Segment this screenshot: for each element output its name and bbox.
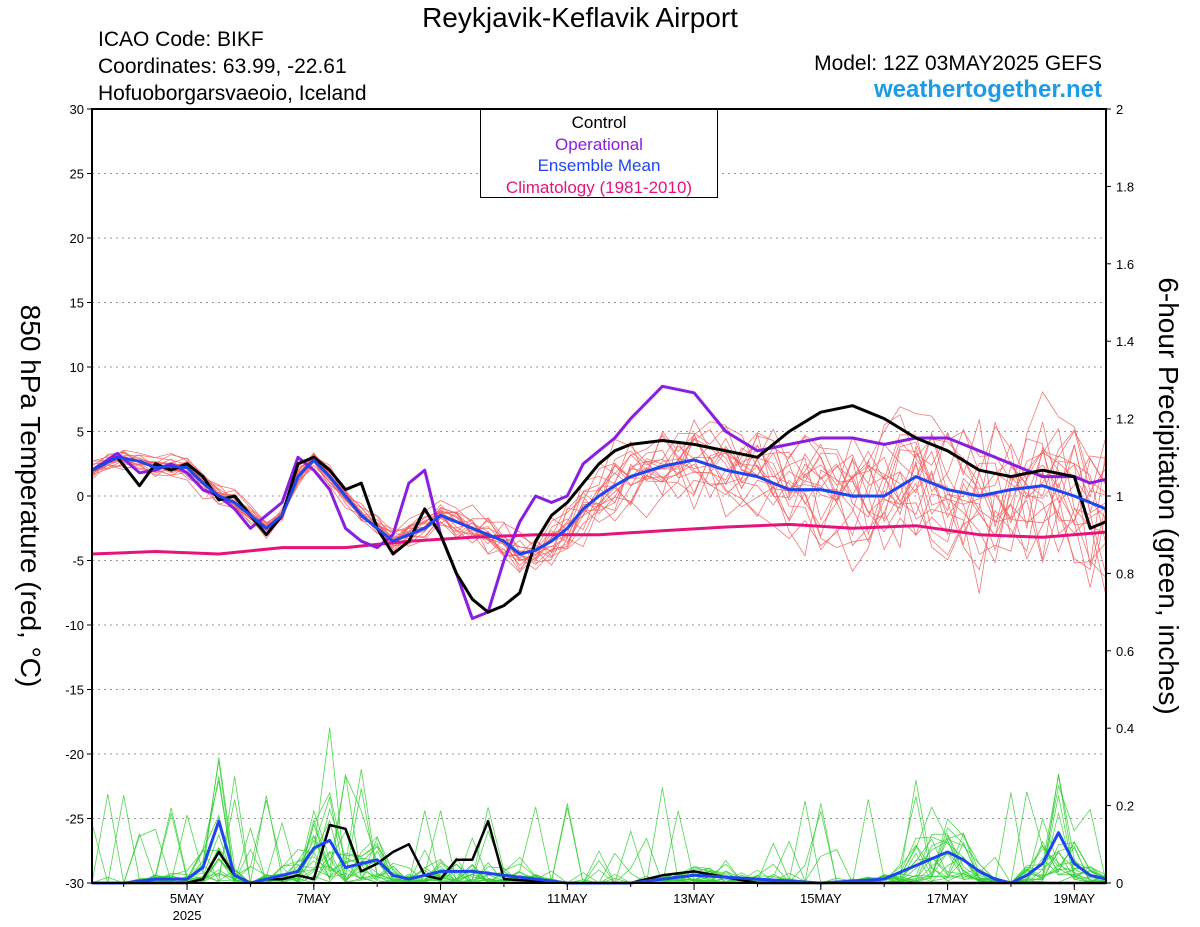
precipitation-member-line xyxy=(92,774,1107,884)
left-tick-label: 5 xyxy=(77,425,84,440)
model-info: Model: 12Z 03MAY2025 GEFS xyxy=(814,52,1102,75)
operational-temp-line xyxy=(91,384,1107,620)
left-tick-label: -10 xyxy=(65,618,84,633)
x-tick-label: 7MAY xyxy=(297,891,332,906)
left-tick-label: -30 xyxy=(65,876,84,891)
left-tick-label: -5 xyxy=(72,554,84,569)
coordinates: Coordinates: 63.99, -22.61 xyxy=(98,55,347,78)
left-tick-label: 10 xyxy=(70,360,84,375)
chart-title: Reykjavik-Keflavik Airport xyxy=(422,2,738,33)
right-tick-label: 0.2 xyxy=(1116,799,1134,814)
precipitation-member-line xyxy=(92,774,1107,884)
legend-climatology: Climatology (1981-2010) xyxy=(505,177,693,197)
right-tick-label: 1 xyxy=(1116,489,1123,504)
left-tick-label: 0 xyxy=(77,489,84,504)
y-axis-right-label: 6-hour Precipitation (green, inches) xyxy=(1153,277,1184,715)
left-tick-label: -25 xyxy=(65,812,84,827)
ensemble-mean-precip-line xyxy=(92,819,1107,885)
right-tick-label: 1.8 xyxy=(1116,179,1134,194)
legend: Control Operational Ensemble Mean Climat… xyxy=(480,109,718,198)
location: Hofuoborgarsvaeoio, Iceland xyxy=(98,82,367,105)
icao-code: ICAO Code: BIKF xyxy=(98,28,264,51)
left-tick-label: 20 xyxy=(70,231,84,246)
x-tick-sublabel: 2025 xyxy=(173,908,202,923)
right-tick-label: 1.2 xyxy=(1116,412,1134,427)
left-tick-label: 30 xyxy=(70,102,84,117)
right-tick-label: 0 xyxy=(1116,876,1123,891)
left-tick-label: -15 xyxy=(65,683,84,698)
precipitation-member-line xyxy=(91,780,1107,884)
legend-control: Control xyxy=(571,113,627,132)
right-tick-label: 1.4 xyxy=(1116,334,1134,349)
right-tick-label: 0.8 xyxy=(1116,566,1134,581)
temperature-ensemble-members xyxy=(91,391,1107,597)
precipitation-member-line xyxy=(92,774,1107,884)
left-tick-label: 25 xyxy=(70,167,84,182)
x-tick-label: 11MAY xyxy=(547,891,588,906)
control-temp-line xyxy=(91,404,1107,614)
legend-operational: Operational xyxy=(555,134,643,154)
right-tick-label: 2 xyxy=(1116,102,1123,117)
temperature-member-line xyxy=(91,391,1107,594)
control-precip-line xyxy=(92,819,1106,885)
x-tick-label: 13MAY xyxy=(673,891,715,906)
x-tick-label: 19MAY xyxy=(1053,891,1095,906)
x-tick-label: 15MAY xyxy=(800,891,842,906)
y-axis-left-label: 850 hPa Temperature (red, °C) xyxy=(15,304,46,688)
x-tick-label: 9MAY xyxy=(423,891,458,906)
right-tick-label: 0.6 xyxy=(1116,644,1134,659)
temperature-member-line xyxy=(91,419,1107,552)
left-tick-label: -20 xyxy=(65,747,84,762)
climatology-1981-2010-temp-line xyxy=(91,522,1107,556)
legend-ensemble-mean: Ensemble Mean xyxy=(537,156,661,175)
right-tick-label: 0.4 xyxy=(1116,721,1134,736)
left-tick-label: 15 xyxy=(70,296,84,311)
ensemble-mean-temp-line xyxy=(91,455,1107,556)
precipitation-member-line xyxy=(92,776,1107,884)
temperature-member-line xyxy=(91,406,1107,562)
precipitation-member-line xyxy=(92,780,1107,884)
site-link[interactable]: weathertogether.net xyxy=(873,76,1102,103)
x-tick-label: 5MAY xyxy=(170,891,205,906)
x-tick-label: 17MAY xyxy=(927,891,969,906)
right-tick-label: 1.6 xyxy=(1116,257,1134,272)
precipitation-member-line xyxy=(92,776,1107,884)
precipitation-ensemble-members xyxy=(91,727,1107,884)
